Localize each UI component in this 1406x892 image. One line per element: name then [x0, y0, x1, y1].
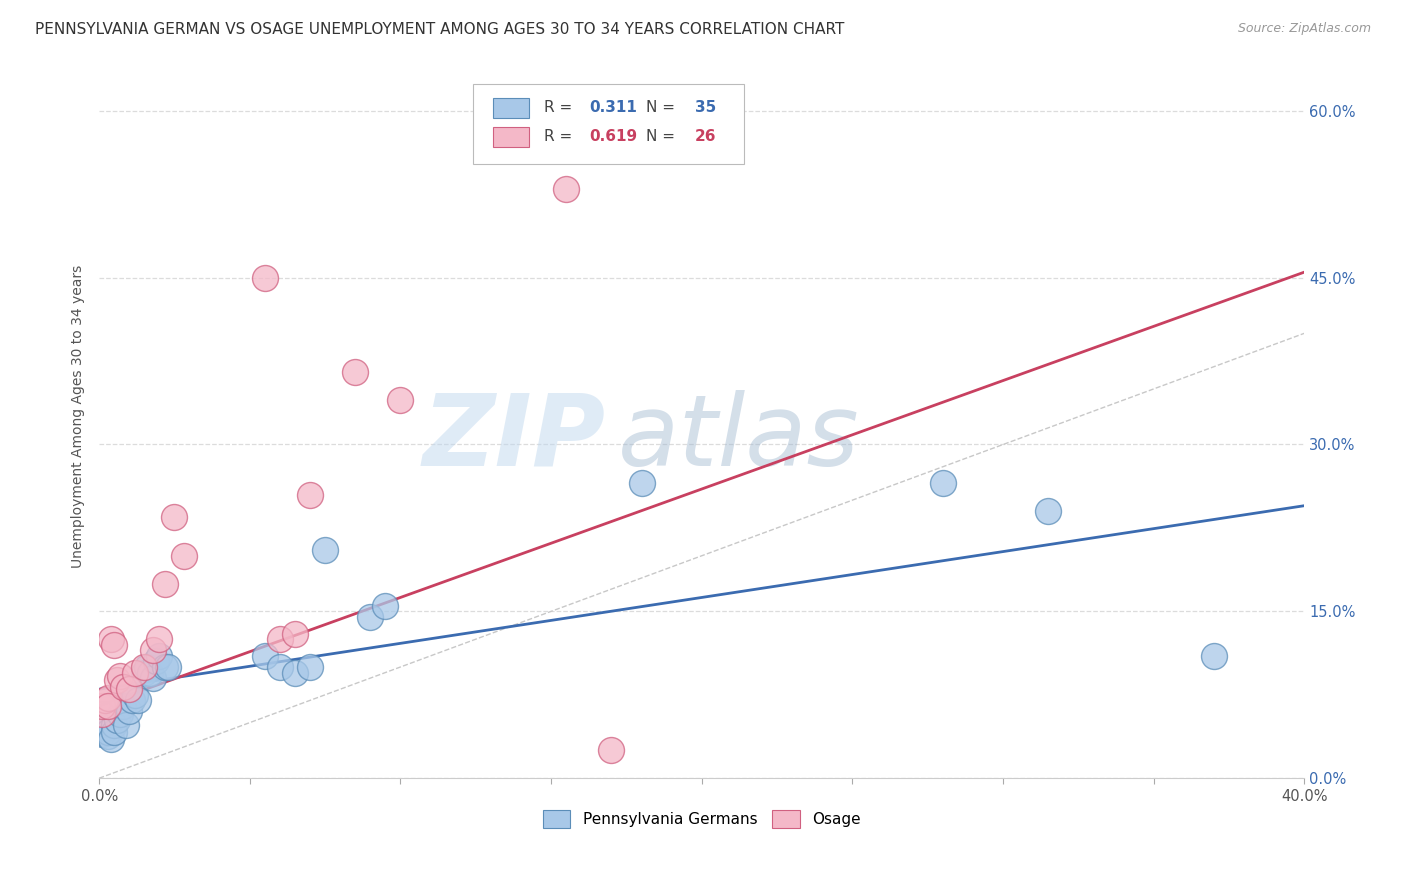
- Point: [299, 660, 322, 674]
- Point: [118, 682, 141, 697]
- Point: [1038, 504, 1060, 518]
- Point: [1204, 648, 1226, 663]
- Text: 0.311: 0.311: [589, 101, 637, 115]
- Point: [103, 724, 125, 739]
- Text: atlas: atlas: [617, 390, 859, 487]
- Point: [91, 727, 114, 741]
- Point: [134, 660, 156, 674]
- Point: [103, 638, 125, 652]
- Point: [555, 181, 578, 195]
- Point: [314, 543, 336, 558]
- Point: [157, 660, 180, 674]
- Point: [299, 487, 322, 501]
- Point: [112, 680, 135, 694]
- Legend: Pennsylvania Germans, Osage: Pennsylvania Germans, Osage: [536, 803, 869, 836]
- Point: [124, 665, 146, 680]
- Text: 35: 35: [695, 101, 716, 115]
- Text: Source: ZipAtlas.com: Source: ZipAtlas.com: [1237, 22, 1371, 36]
- FancyBboxPatch shape: [494, 98, 530, 118]
- Text: N =: N =: [647, 101, 681, 115]
- Point: [284, 665, 307, 680]
- Point: [269, 632, 291, 647]
- Point: [932, 476, 955, 491]
- Point: [97, 698, 120, 713]
- Point: [142, 671, 165, 685]
- Point: [155, 576, 177, 591]
- Text: PENNSYLVANIA GERMAN VS OSAGE UNEMPLOYMENT AMONG AGES 30 TO 34 YEARS CORRELATION : PENNSYLVANIA GERMAN VS OSAGE UNEMPLOYMEN…: [35, 22, 845, 37]
- Point: [163, 509, 186, 524]
- Point: [97, 691, 120, 706]
- Point: [100, 632, 122, 647]
- Point: [112, 698, 135, 713]
- Text: ZIP: ZIP: [422, 390, 606, 487]
- Point: [253, 648, 276, 663]
- Point: [142, 643, 165, 657]
- Text: R =: R =: [544, 129, 576, 145]
- Point: [121, 693, 143, 707]
- Point: [136, 660, 159, 674]
- Point: [389, 392, 412, 407]
- Point: [91, 698, 114, 713]
- Text: N =: N =: [647, 129, 681, 145]
- Point: [253, 270, 276, 285]
- Point: [344, 365, 367, 379]
- Text: 26: 26: [695, 129, 716, 145]
- Point: [269, 660, 291, 674]
- Point: [173, 549, 195, 563]
- Point: [139, 665, 162, 680]
- Point: [115, 718, 138, 732]
- FancyBboxPatch shape: [472, 84, 744, 163]
- Point: [105, 714, 128, 728]
- FancyBboxPatch shape: [494, 127, 530, 147]
- Point: [127, 693, 149, 707]
- Point: [110, 706, 132, 721]
- Point: [94, 715, 117, 730]
- Point: [91, 706, 114, 721]
- Point: [100, 732, 122, 747]
- Point: [630, 476, 652, 491]
- Point: [97, 724, 120, 739]
- Y-axis label: Unemployment Among Ages 30 to 34 years: Unemployment Among Ages 30 to 34 years: [72, 265, 86, 568]
- Text: R =: R =: [544, 101, 576, 115]
- Point: [145, 654, 167, 668]
- Point: [105, 673, 128, 688]
- Point: [374, 599, 396, 613]
- Point: [134, 665, 156, 680]
- Point: [97, 729, 120, 743]
- Point: [94, 721, 117, 735]
- Point: [124, 688, 146, 702]
- Point: [359, 610, 381, 624]
- Point: [110, 669, 132, 683]
- Point: [103, 718, 125, 732]
- Point: [148, 632, 170, 647]
- Text: 0.619: 0.619: [589, 129, 638, 145]
- Point: [148, 648, 170, 663]
- Point: [118, 705, 141, 719]
- Point: [284, 626, 307, 640]
- Point: [155, 660, 177, 674]
- Point: [600, 743, 623, 757]
- Point: [94, 693, 117, 707]
